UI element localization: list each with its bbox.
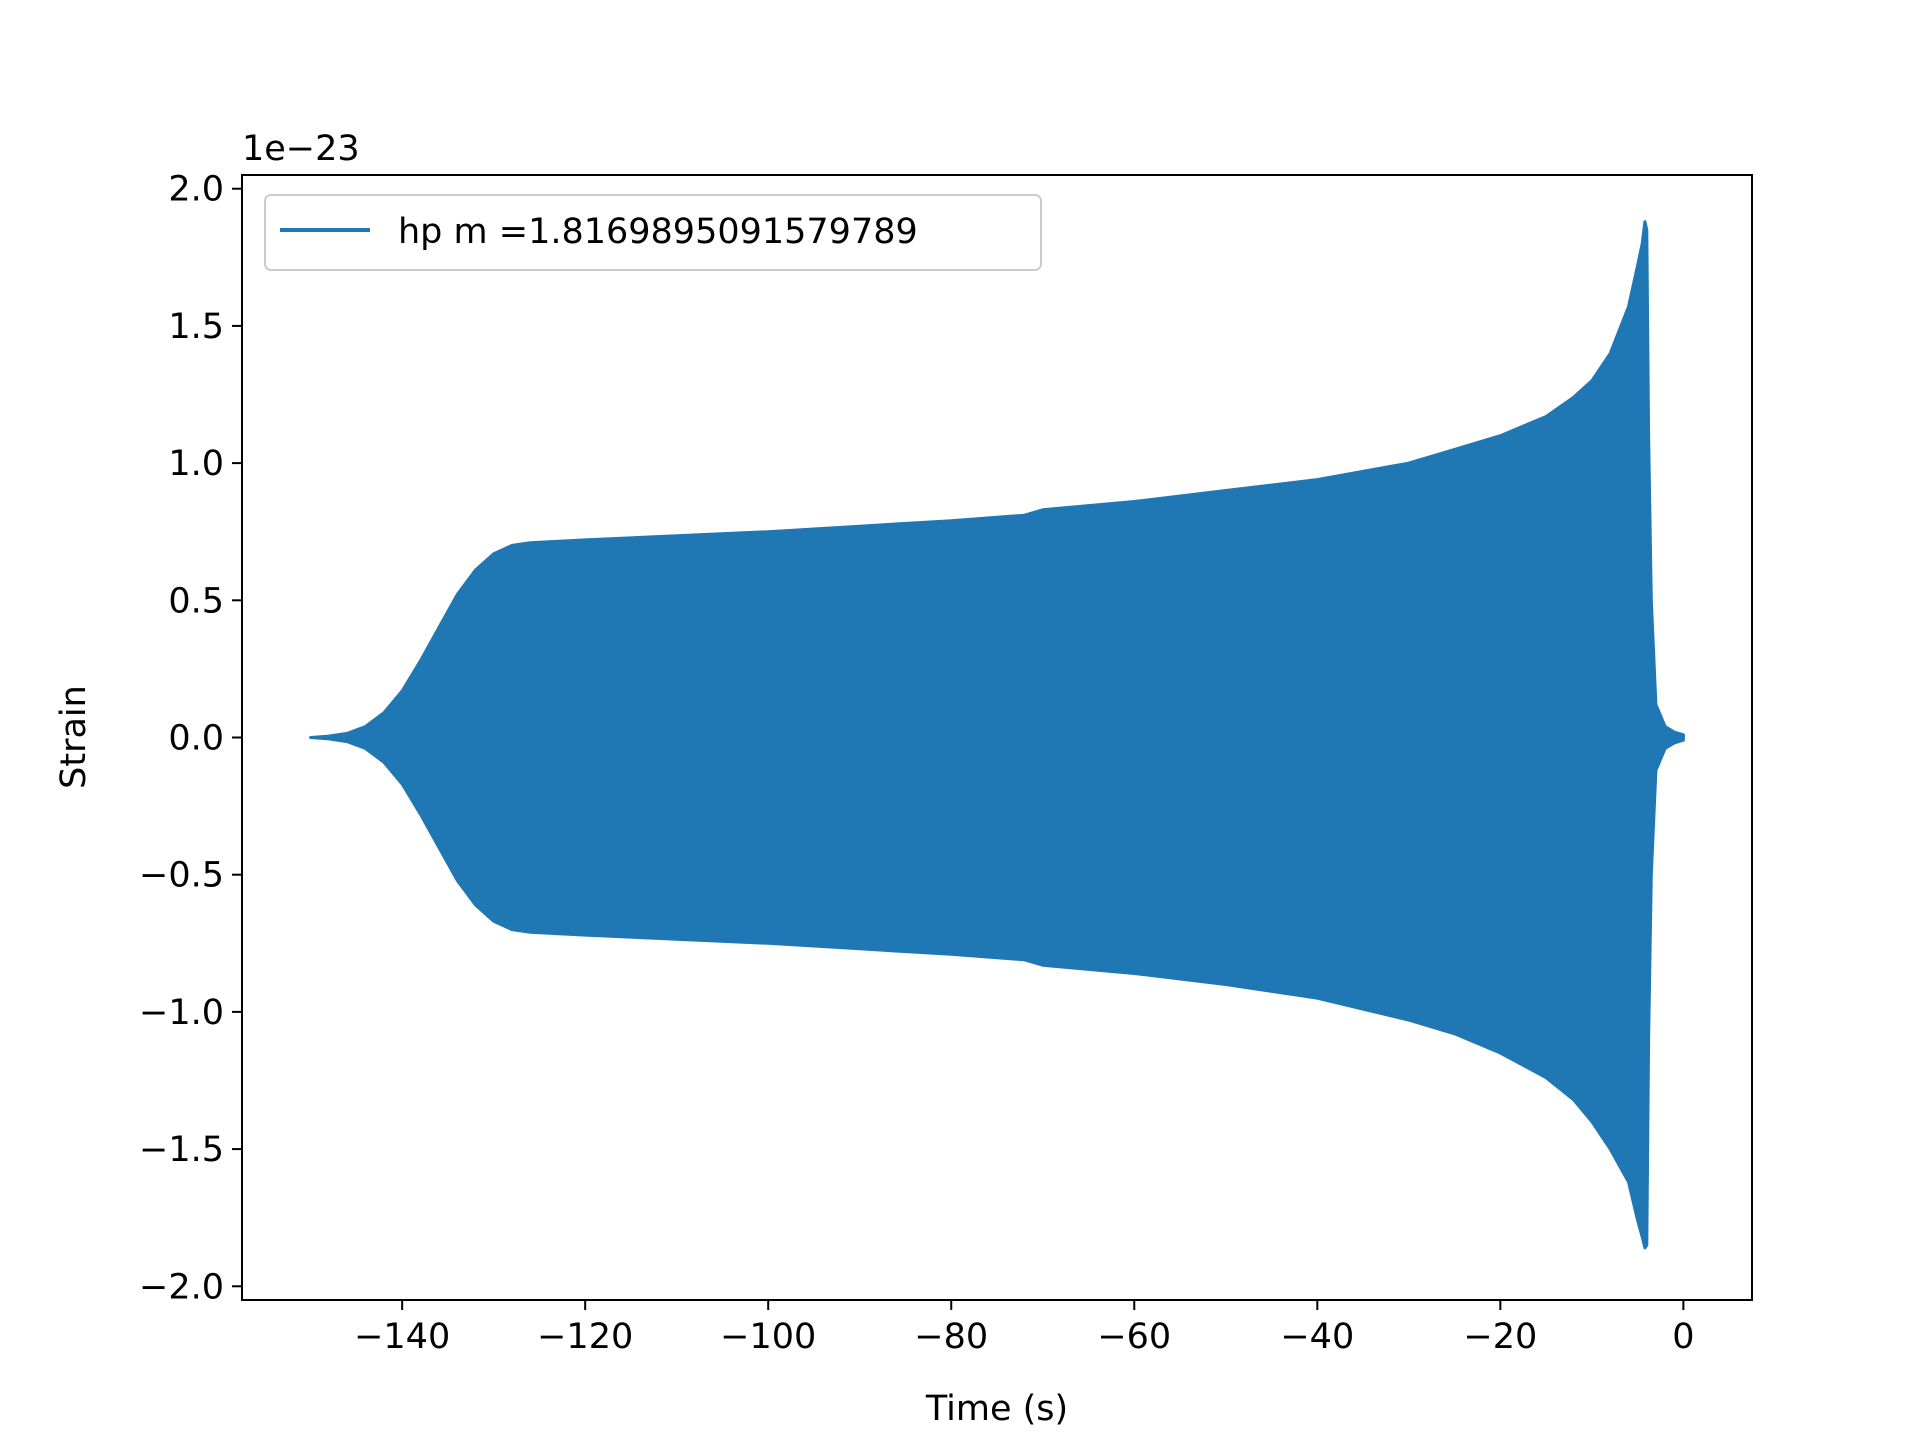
y-tick-label: −2.0: [139, 1267, 224, 1307]
y-axis-label: Strain: [54, 685, 94, 789]
legend-box: [264, 194, 1042, 271]
y-tick-label: −0.5: [139, 856, 224, 896]
x-tick-label: −60: [1097, 1317, 1171, 1357]
x-tick-label: −100: [720, 1317, 816, 1357]
waveform-series: [309, 220, 1685, 1250]
x-axis-label: Time (s): [925, 1389, 1068, 1429]
y-tick-label: 1.0: [168, 444, 224, 484]
y-tick-label: 1.5: [168, 307, 224, 347]
y-scale-label: 1e−23: [242, 129, 360, 169]
x-tick-label: −40: [1280, 1317, 1354, 1357]
y-tick-label: 0.5: [168, 581, 224, 621]
y-tick-label: −1.5: [139, 1130, 224, 1170]
y-tick-label: 2.0: [168, 170, 224, 210]
x-tick-label: −140: [354, 1317, 450, 1357]
y-tick-label: −1.0: [139, 993, 224, 1033]
x-tick-label: −80: [914, 1317, 988, 1357]
legend-label: hp m =1.8169895091579789: [398, 212, 918, 252]
x-tick-label: 0: [1672, 1317, 1694, 1357]
y-tick-label: 0.0: [168, 719, 224, 759]
x-tick-label: −120: [537, 1317, 633, 1357]
x-tick-label: −20: [1463, 1317, 1537, 1357]
legend: hp m =1.8169895091579789: [264, 194, 1042, 271]
